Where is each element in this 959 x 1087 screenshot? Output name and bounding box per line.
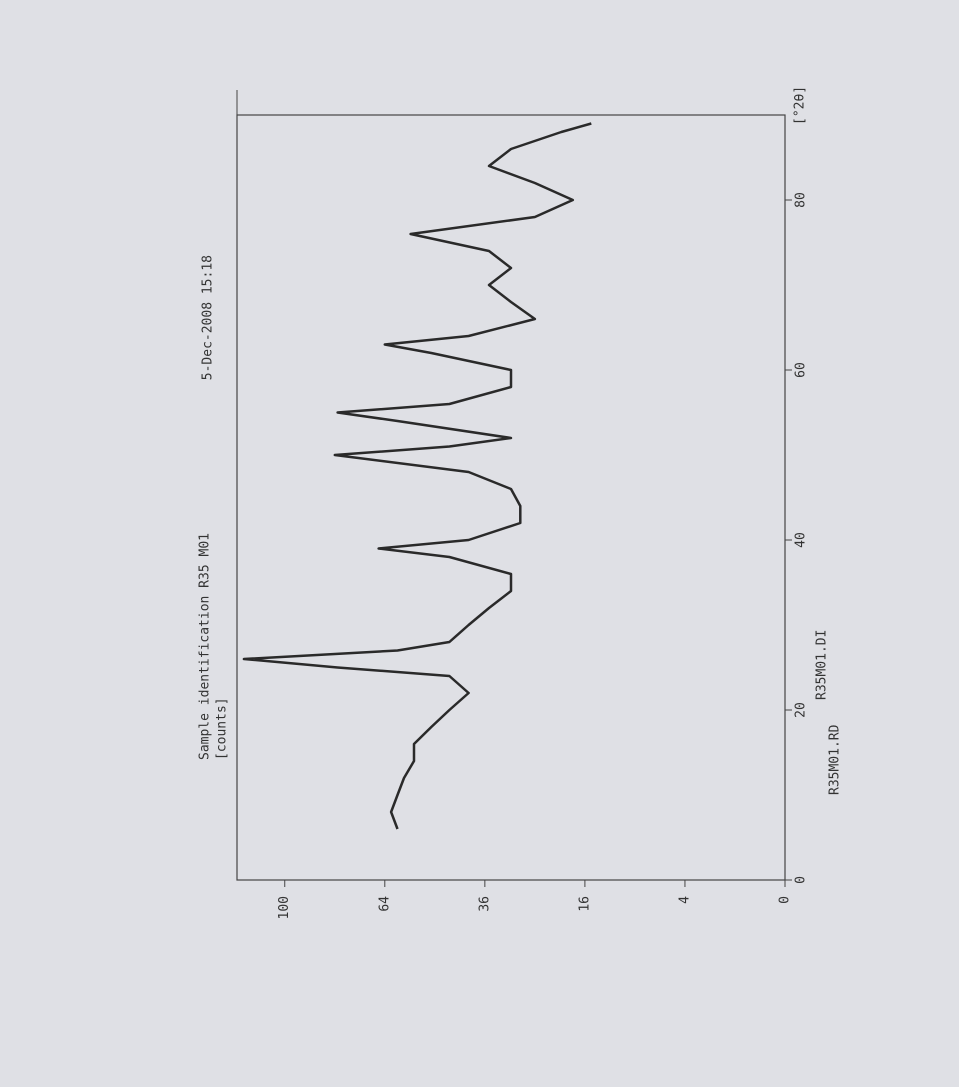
x-tick-label: 60 [794,362,809,378]
x-axis-label: [°2θ] [793,86,808,125]
paper [0,0,959,1087]
y-tick-label: 16 [577,896,592,912]
chart-title: Sample identification R35 M01 [198,533,213,760]
y-tick-label: 0 [778,896,793,904]
chart: Sample identification R35 M01 5-Dec-2008… [0,0,959,1087]
x-tick-label: 0 [794,876,809,884]
y-tick-label: 4 [677,896,692,904]
x-tick-label: 40 [794,532,809,548]
x-tick-label: 20 [794,702,809,718]
y-axis-label: [counts] [215,697,230,760]
footer-left: R35M01.RD [828,724,843,795]
y-tick-label: 36 [477,896,492,912]
footer-right: R35M01.DI [815,630,830,700]
x-tick-label: 80 [794,192,809,208]
y-tick-label: 64 [377,896,392,912]
chart-subtitle: 5-Dec-2008 15:18 [201,255,216,380]
y-tick-label: 100 [277,896,292,919]
